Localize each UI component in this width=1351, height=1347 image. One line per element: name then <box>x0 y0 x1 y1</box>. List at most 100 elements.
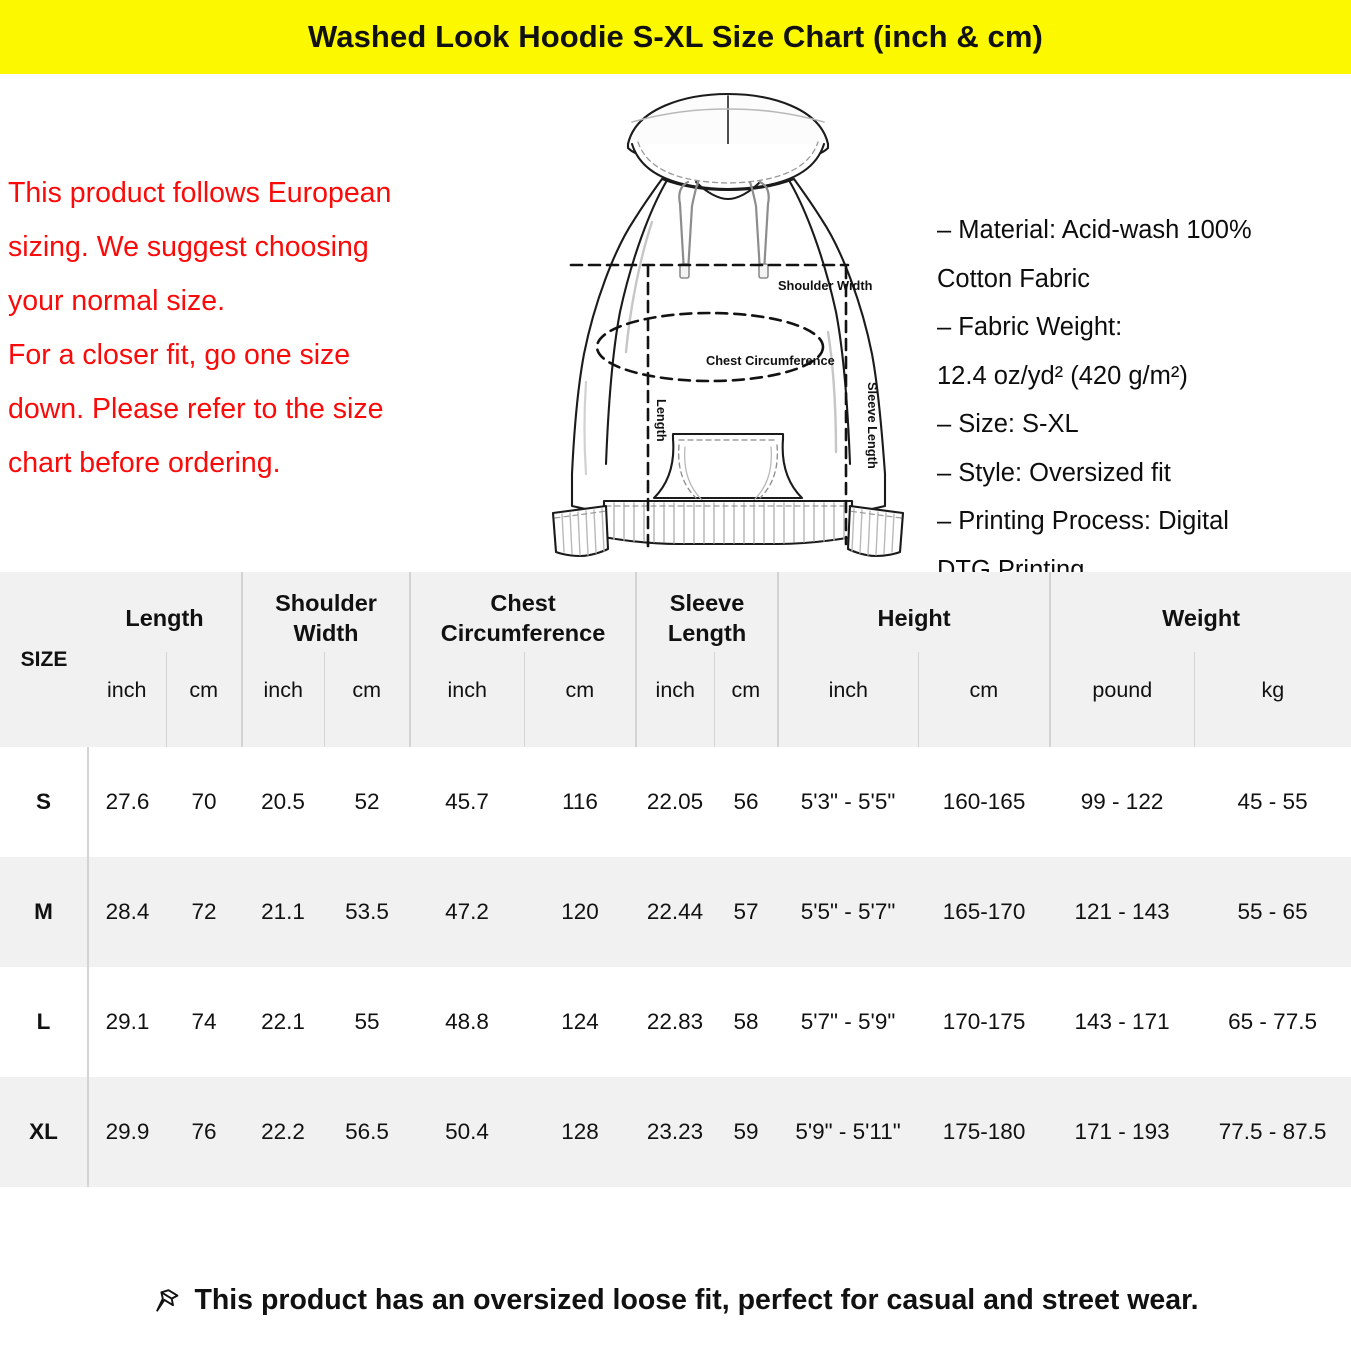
cell-length-cm: 72 <box>166 857 243 967</box>
footer-text: This product has an oversized loose fit,… <box>194 1284 1199 1316</box>
header-size: SIZE <box>0 572 88 747</box>
label-length: Length <box>654 399 669 442</box>
note-line-5: down. Please refer to the size <box>8 393 384 425</box>
cell-size: M <box>0 857 89 967</box>
page-title: Washed Look Hoodie S-XL Size Chart (inch… <box>308 19 1043 54</box>
spec-line-6: – Style: Oversized fit <box>937 458 1171 487</box>
cell-weight-kg: 65 - 77.5 <box>1194 967 1351 1077</box>
spec-line-4: 12.4 oz/yd² (420 g/m²) <box>937 361 1188 390</box>
header-group-height: Height <box>777 572 1051 652</box>
cell-height-inch: 5'9" - 5'11" <box>778 1077 919 1187</box>
pushpin-icon <box>152 1286 182 1316</box>
cell-chest-cm: 128 <box>524 1077 637 1187</box>
note-line-3: your normal size. <box>8 285 225 317</box>
cell-chest-cm: 124 <box>524 967 637 1077</box>
header-group-shoulder-width: Shoulder Width <box>241 572 411 652</box>
table-row: M 28.4 72 21.1 53.5 47.2 120 22.44 57 5'… <box>0 857 1351 967</box>
label-sleeve-length: Sleeve Length <box>865 382 880 469</box>
european-sizing-note: This product follows European sizing. We… <box>8 166 518 490</box>
cell-chest-inch: 47.2 <box>410 857 525 967</box>
cell-weight-pound: 171 - 193 <box>1050 1077 1195 1187</box>
cell-length-cm: 70 <box>166 747 243 857</box>
cell-height-cm: 175-180 <box>918 1077 1051 1187</box>
cell-shoulder-inch: 22.2 <box>242 1077 325 1187</box>
cell-length-inch: 29.1 <box>88 967 166 1077</box>
cell-length-inch: 29.9 <box>88 1077 166 1187</box>
spec-line-3: – Fabric Weight: <box>937 313 1123 341</box>
header-unit-weight-kg: kg <box>1193 652 1351 747</box>
table-row: S 27.6 70 20.5 52 45.7 116 22.05 56 5'3"… <box>0 747 1351 857</box>
table-group-header-row: SIZE Length Shoulder Width Chest Circumf… <box>0 572 1351 747</box>
note-line-6: chart before ordering. <box>8 447 281 479</box>
note-line-2: sizing. We suggest choosing <box>8 231 369 263</box>
cell-weight-pound: 99 - 122 <box>1050 747 1195 857</box>
cell-weight-kg: 55 - 65 <box>1194 857 1351 967</box>
header-unit-sleeve-cm: cm <box>713 652 779 747</box>
spec-line-1: – Material: Acid-wash 100% <box>937 216 1252 244</box>
header-unit-shoulder-cm: cm <box>323 652 411 747</box>
cell-sleeve-inch: 23.23 <box>636 1077 715 1187</box>
top-info-area: This product follows European sizing. We… <box>0 74 1351 584</box>
header-unit-chest-cm: cm <box>523 652 637 747</box>
header-group-chest-circumference: Chest Circumference <box>409 572 637 652</box>
cell-shoulder-cm: 52 <box>324 747 411 857</box>
cell-chest-inch: 50.4 <box>410 1077 525 1187</box>
hoodie-illustration: Shoulder Width Chest Circumference Lengt… <box>528 82 928 562</box>
table-row: XL 29.9 76 22.2 56.5 50.4 128 23.23 59 5… <box>0 1077 1351 1187</box>
cell-chest-cm: 116 <box>524 747 637 857</box>
cell-sleeve-cm: 59 <box>714 1077 779 1187</box>
cell-length-inch: 27.6 <box>88 747 166 857</box>
cell-sleeve-cm: 58 <box>714 967 779 1077</box>
cell-chest-inch: 45.7 <box>410 747 525 857</box>
header-unit-length-inch: inch <box>88 652 166 747</box>
spec-line-7: – Printing Process: Digital <box>937 507 1229 535</box>
cell-shoulder-inch: 20.5 <box>242 747 325 857</box>
cell-height-inch: 5'3" - 5'5" <box>778 747 919 857</box>
header-group-weight: Weight <box>1049 572 1351 652</box>
size-table-container: SIZE Length Shoulder Width Chest Circumf… <box>0 572 1351 1272</box>
cell-weight-kg: 45 - 55 <box>1194 747 1351 857</box>
size-chart-table: SIZE Length Shoulder Width Chest Circumf… <box>0 572 1351 1187</box>
header-unit-shoulder-inch: inch <box>241 652 325 747</box>
cell-shoulder-cm: 53.5 <box>324 857 411 967</box>
header-group-length: Length <box>88 572 243 652</box>
cell-shoulder-inch: 21.1 <box>242 857 325 967</box>
header-group-sleeve-length: Sleeve Length <box>635 572 779 652</box>
label-shoulder-width: Shoulder Width <box>778 278 873 293</box>
cell-weight-pound: 143 - 171 <box>1050 967 1195 1077</box>
header-unit-weight-pound: pound <box>1049 652 1195 747</box>
cell-height-inch: 5'5" - 5'7" <box>778 857 919 967</box>
cell-size: S <box>0 747 89 857</box>
cell-height-cm: 160-165 <box>918 747 1051 857</box>
cell-chest-cm: 120 <box>524 857 637 967</box>
table-row: L 29.1 74 22.1 55 48.8 124 22.83 58 5'7"… <box>0 967 1351 1077</box>
cell-height-cm: 165-170 <box>918 857 1051 967</box>
spec-line-5: – Size: S-XL <box>937 410 1079 438</box>
table-unit-header-row: inch cm inch cm inch cm inch cm inch cm … <box>0 652 1351 747</box>
cell-length-cm: 76 <box>166 1077 243 1187</box>
cell-shoulder-cm: 56.5 <box>324 1077 411 1187</box>
spec-line-2: Cotton Fabric <box>937 264 1091 293</box>
product-specs-list: – Material: Acid-wash 100% Cotton Fabric… <box>937 206 1341 594</box>
header-unit-chest-inch: inch <box>409 652 525 747</box>
cell-size: XL <box>0 1077 89 1187</box>
note-line-1: This product follows European <box>8 177 392 209</box>
cell-chest-inch: 48.8 <box>410 967 525 1077</box>
cell-size: L <box>0 967 89 1077</box>
label-chest-circumference: Chest Circumference <box>706 353 835 368</box>
header-unit-height-cm: cm <box>917 652 1051 747</box>
table-body: S 27.6 70 20.5 52 45.7 116 22.05 56 5'3"… <box>0 747 1351 1187</box>
header-unit-length-cm: cm <box>165 652 243 747</box>
footer-note: This product has an oversized loose fit,… <box>0 1272 1351 1347</box>
cell-length-cm: 74 <box>166 967 243 1077</box>
cell-weight-pound: 121 - 143 <box>1050 857 1195 967</box>
header-unit-height-inch: inch <box>777 652 919 747</box>
cell-sleeve-cm: 57 <box>714 857 779 967</box>
cell-height-inch: 5'7" - 5'9" <box>778 967 919 1077</box>
cell-weight-kg: 77.5 - 87.5 <box>1194 1077 1351 1187</box>
note-line-4: For a closer fit, go one size <box>8 339 351 371</box>
cell-sleeve-inch: 22.05 <box>636 747 715 857</box>
cell-shoulder-cm: 55 <box>324 967 411 1077</box>
title-banner: Washed Look Hoodie S-XL Size Chart (inch… <box>0 0 1351 74</box>
